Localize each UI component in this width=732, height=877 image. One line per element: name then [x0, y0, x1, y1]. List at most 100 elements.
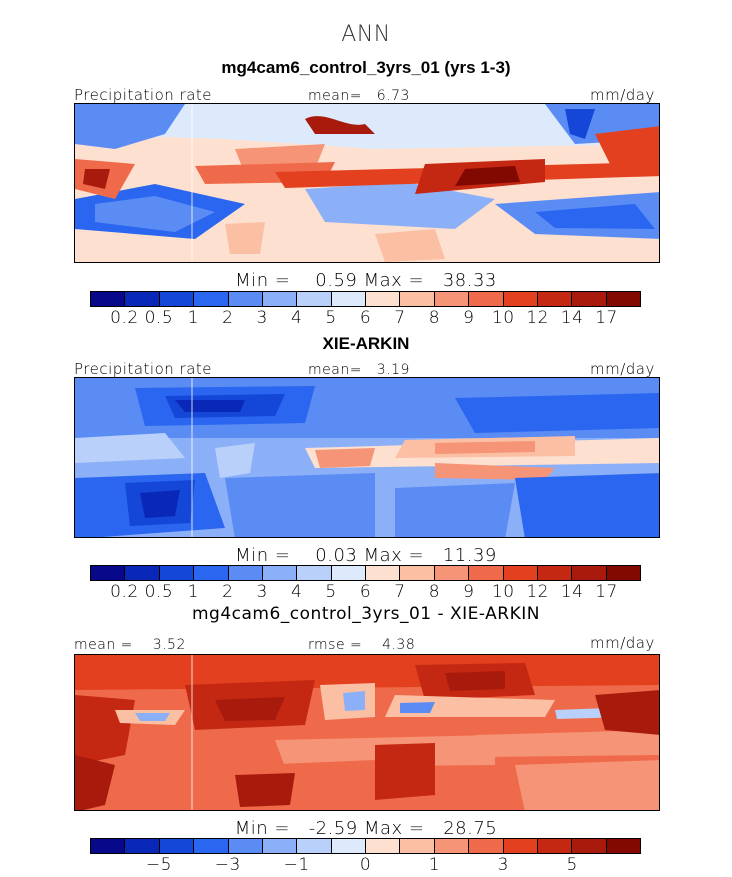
colorbar-swatch: [228, 566, 263, 580]
colorbar-swatch: [366, 566, 401, 580]
panel2-colorbar: [90, 565, 641, 581]
panel2-field: [75, 378, 659, 537]
colorbar-swatch: [537, 839, 573, 853]
panel3-title: mg4cam6_control_3yrs_01 - XIE-ARKIN: [191, 604, 540, 624]
colorbar-swatch: [537, 292, 573, 306]
colorbar-swatch: [125, 839, 160, 853]
colorbar-swatch: [125, 566, 160, 580]
colorbar-tick-label: 1: [187, 308, 199, 328]
colorbar-tick-label: 5: [325, 582, 337, 602]
colorbar-tick-label: 0: [359, 855, 372, 875]
colorbar-swatch: [503, 292, 538, 306]
colorbar-swatch: [297, 292, 332, 306]
panel3-rmse-label: rmse = 4.38: [308, 637, 416, 653]
colorbar-swatch: [469, 839, 504, 853]
panel2-variable-label: Precipitation rate: [74, 360, 212, 378]
colorbar-tick-label: 3: [256, 308, 268, 328]
colorbar-tick-label: 2: [222, 308, 234, 328]
panel3-units: mm/day: [590, 634, 655, 652]
panel1-mean-label: mean= 6.73: [308, 88, 410, 104]
colorbar-tick-label: 0.5: [144, 308, 174, 328]
colorbar-tick-label: 6: [359, 582, 372, 602]
colorbar-swatch: [537, 566, 573, 580]
colorbar-tick-label: 3: [497, 855, 509, 875]
colorbar-swatch: [366, 292, 401, 306]
colorbar-tick-label: 0.5: [144, 582, 174, 602]
colorbar-swatch: [572, 292, 607, 306]
colorbar-tick-label: 14: [560, 582, 584, 602]
colorbar-tick-label: 1: [428, 855, 441, 875]
colorbar-tick-label: 7: [394, 582, 406, 602]
panel3-field: [75, 655, 659, 810]
colorbar-tick-label: 6: [359, 308, 372, 328]
colorbar-tick-label: 10: [491, 308, 515, 328]
colorbar-tick-label: 3: [256, 582, 268, 602]
colorbar-tick-label: 12: [526, 582, 550, 602]
colorbar-tick-label: −3: [214, 855, 241, 875]
colorbar-tick-label: 17: [595, 308, 618, 328]
panel1-min-max: Min = 0.59 Max = 38.33: [235, 270, 497, 291]
colorbar-swatch: [159, 566, 195, 580]
panel3-colorbar: [90, 838, 641, 854]
colorbar-swatch: [91, 566, 126, 580]
colorbar-swatch: [572, 566, 607, 580]
colorbar-tick-label: 0.2: [110, 308, 139, 328]
colorbar-tick-label: 8: [428, 308, 441, 328]
colorbar-tick-label: 4: [290, 582, 303, 602]
panel1-colorbar-ticks: 0.2 0.5 1 2 3 4 5 6 7 8 9 10 12 14 17: [90, 308, 641, 328]
panel2-min-max: Min = 0.03 Max = 11.39: [235, 545, 497, 566]
colorbar-swatch: [606, 839, 640, 853]
colorbar-swatch: [194, 566, 229, 580]
colorbar-swatch: [400, 566, 435, 580]
colorbar-swatch: [606, 566, 640, 580]
colorbar-swatch: [469, 292, 504, 306]
colorbar-swatch: [262, 566, 298, 580]
colorbar-swatch: [331, 839, 366, 853]
colorbar-swatch: [91, 292, 126, 306]
colorbar-swatch: [125, 292, 160, 306]
colorbar-swatch: [606, 292, 640, 306]
colorbar-tick-label: 5: [566, 855, 578, 875]
colorbar-swatch: [434, 292, 470, 306]
colorbar-tick-label: 14: [560, 308, 584, 328]
colorbar-tick-label: 10: [491, 582, 515, 602]
season-title: ANN: [341, 22, 391, 47]
panel1-map: [74, 103, 660, 263]
colorbar-tick-label: 0.2: [110, 582, 139, 602]
colorbar-swatch: [159, 292, 195, 306]
colorbar-swatch: [91, 839, 126, 853]
colorbar-tick-label: −5: [145, 855, 172, 875]
colorbar-swatch: [434, 566, 470, 580]
colorbar-tick-label: 12: [526, 308, 550, 328]
colorbar-swatch: [228, 292, 263, 306]
panel1-units: mm/day: [590, 86, 655, 104]
colorbar-swatch: [159, 839, 195, 853]
colorbar-swatch: [469, 566, 504, 580]
panel1-field: [75, 104, 659, 262]
colorbar-tick-label: −1: [283, 855, 310, 875]
colorbar-swatch: [194, 839, 229, 853]
panel2-units: mm/day: [590, 360, 655, 378]
colorbar-swatch: [331, 292, 366, 306]
colorbar-swatch: [503, 839, 538, 853]
panel2-map: [74, 377, 660, 538]
panel3-min-max: Min = -2.59 Max = 28.75: [234, 818, 498, 839]
colorbar-tick-label: 7: [394, 308, 406, 328]
panel1-colorbar: [90, 291, 641, 307]
colorbar-tick-label: 4: [290, 308, 303, 328]
panel3-map: [74, 654, 660, 811]
colorbar-tick-label: 9: [463, 308, 475, 328]
colorbar-swatch: [434, 839, 470, 853]
colorbar-tick-label: 17: [595, 582, 618, 602]
colorbar-swatch: [297, 839, 332, 853]
panel1-variable-label: Precipitation rate: [74, 86, 212, 104]
panel3-colorbar-ticks: −5 −3 −1 0 1 3 5: [90, 855, 641, 875]
colorbar-swatch: [228, 839, 263, 853]
panel2-colorbar-ticks: 0.2 0.5 1 2 3 4 5 6 7 8 9 10 12 14 17: [90, 582, 641, 602]
panel1-title: mg4cam6_control_3yrs_01 (yrs 1-3): [221, 58, 511, 77]
panel2-title: XIE-ARKIN: [322, 334, 410, 353]
colorbar-swatch: [503, 566, 538, 580]
colorbar-tick-label: 5: [325, 308, 337, 328]
colorbar-tick-label: 8: [428, 582, 441, 602]
colorbar-swatch: [194, 292, 229, 306]
